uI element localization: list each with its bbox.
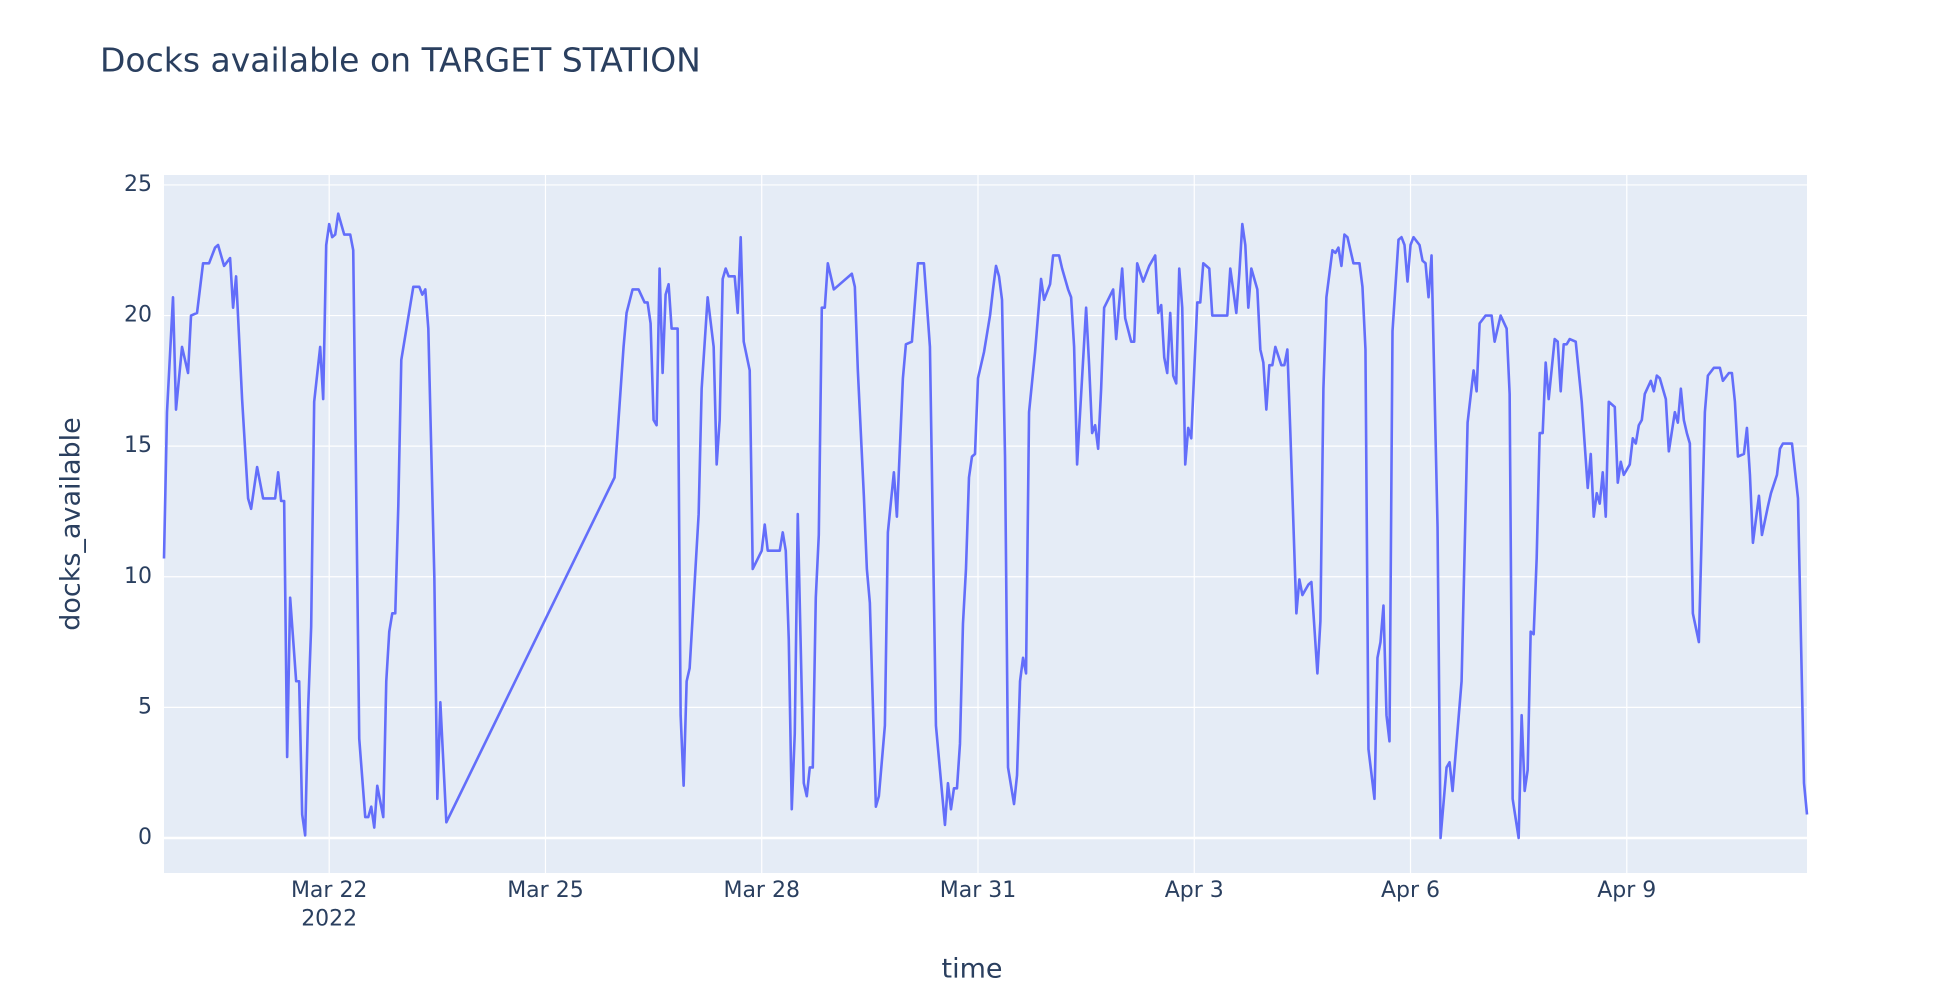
y-tick-label: 10 — [124, 564, 152, 589]
chart-title: Docks available on TARGET STATION — [100, 41, 701, 80]
x-axis-title: time — [941, 954, 1002, 984]
x-tick-label: Mar 28 — [723, 878, 800, 903]
x-tick-label: Apr 6 — [1381, 878, 1440, 903]
y-tick-label: 25 — [124, 172, 152, 197]
y-tick-label: 5 — [138, 694, 152, 719]
y-tick-label: 15 — [124, 433, 152, 458]
x-tick-label: Mar 22 2022 — [291, 878, 368, 932]
x-tick-label: Mar 31 — [940, 878, 1017, 903]
x-tick-label: Mar 25 — [507, 878, 584, 903]
data-line — [162, 212, 1809, 840]
y-axis-title: docks_available — [56, 417, 87, 631]
plot-area — [164, 175, 1807, 873]
x-tick-label: Apr 3 — [1165, 878, 1224, 903]
x-tick-label: Apr 9 — [1597, 878, 1656, 903]
y-tick-label: 20 — [124, 303, 152, 328]
y-tick-label: 0 — [138, 825, 152, 850]
